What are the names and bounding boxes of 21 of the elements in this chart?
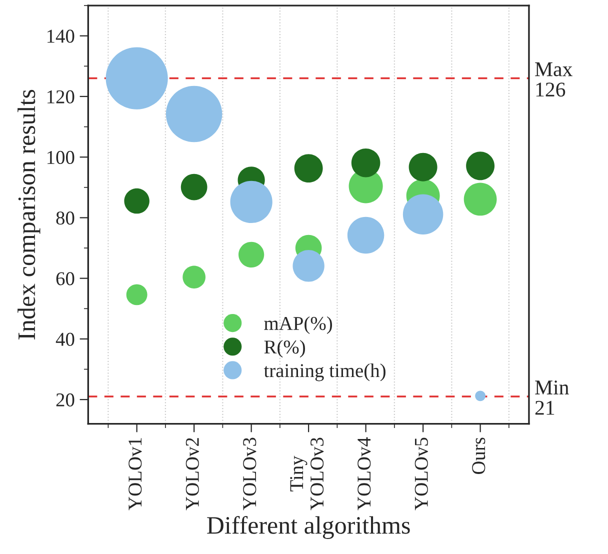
x-tick-label: YOLOv5	[414, 438, 428, 510]
x-tick-label: YOLOv3	[243, 438, 256, 510]
legend-label: mAP(%)	[264, 316, 332, 334]
y-tick-label: 20	[56, 393, 74, 406]
y-tick-label: 140	[48, 30, 74, 43]
ref-line-label: Min 21	[535, 380, 569, 415]
y-tick-label: 80	[56, 212, 74, 225]
ref-line-label: Max 126	[535, 62, 572, 97]
x-axis-title: Different algorithms	[207, 516, 410, 540]
y-axis-title: Index comparison results	[18, 90, 40, 340]
y-tick-label: 40	[56, 332, 74, 346]
x-tick-label: Tiny YOLOv3	[290, 438, 324, 510]
y-tick-label: 120	[48, 90, 74, 104]
y-tick-label: 60	[56, 272, 74, 286]
x-tick-label: YOLOv2	[186, 438, 199, 510]
x-tick-label: YOLOv1	[128, 438, 142, 510]
y-tick-label: 100	[48, 150, 74, 164]
legend-label: R(%)	[264, 340, 305, 358]
x-tick-label: YOLOv4	[358, 437, 371, 510]
legend-label: training time(h)	[264, 364, 386, 382]
x-tick-label: Ours	[472, 438, 486, 474]
